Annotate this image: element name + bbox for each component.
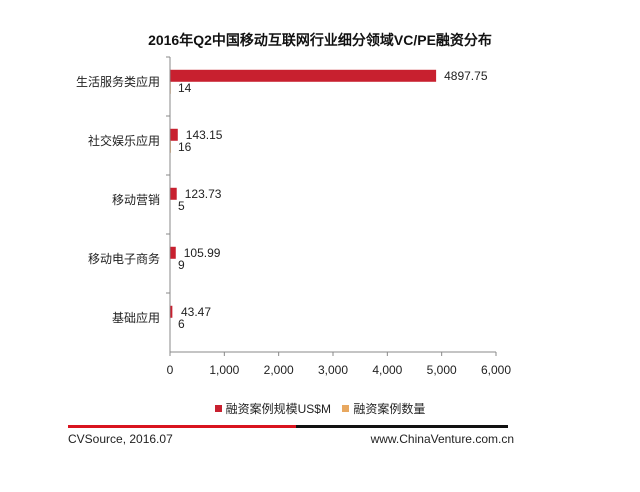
y-label-4: 基础应用 (112, 310, 160, 325)
website-text: www.ChinaVenture.com.cn (370, 432, 514, 446)
legend-label-count: 融资案例数量 (353, 402, 426, 416)
bar-0-4 (170, 305, 173, 318)
bar-0-1 (170, 128, 178, 141)
source-text: CVSource, 2016.07 (68, 432, 173, 446)
x-tick-label-1: 1,000 (209, 363, 239, 377)
legend-label-amount: 融资案例规模US$M (225, 402, 331, 416)
value-label-1-3: 9 (178, 258, 185, 272)
value-label-0-1: 143.15 (186, 128, 223, 142)
chart-title: 2016年Q2中国移动互联网行业细分领域VC/PE融资分布 (148, 32, 492, 48)
value-label-1-0: 14 (178, 81, 192, 95)
y-label-0: 生活服务类应用 (76, 74, 160, 89)
value-label-1-4: 6 (178, 317, 185, 331)
value-label-1-1: 16 (178, 140, 192, 154)
axes (166, 56, 497, 356)
x-tick-label-2: 2,000 (264, 363, 294, 377)
legend-item-amount: 融资案例规模US$M (214, 400, 331, 417)
x-tick-label-6: 6,000 (481, 363, 511, 377)
y-label-2: 移动营销 (112, 193, 160, 207)
footer-divider-red (68, 425, 296, 428)
legend-swatch-count (342, 405, 350, 412)
value-label-0-0: 4897.75 (444, 69, 488, 83)
bar-0-3 (170, 246, 176, 259)
legend: 融资案例规模US$M 融资案例数量 (0, 400, 640, 417)
x-tick-label-4: 4,000 (372, 363, 402, 377)
x-tick-label-3: 3,000 (318, 363, 348, 377)
y-label-1: 社交娱乐应用 (88, 133, 160, 148)
legend-item-count: 融资案例数量 (342, 400, 425, 417)
value-label-1-2: 5 (178, 199, 185, 213)
x-tick-label-0: 0 (167, 363, 174, 377)
x-tick-label-5: 5,000 (427, 363, 457, 377)
bar-0-0 (170, 69, 437, 82)
bar-0-2 (170, 187, 177, 200)
legend-swatch-amount (214, 405, 222, 412)
value-label-0-2: 123.73 (185, 187, 222, 201)
y-label-3: 移动电子商务 (88, 251, 160, 266)
footer-divider-black (296, 425, 508, 428)
x-axis-ticks: 0 1,000 2,000 3,000 4,000 5,000 6,000 (167, 363, 512, 377)
value-label-0-3: 105.99 (184, 246, 221, 260)
value-label-0-4: 43.47 (181, 305, 211, 319)
